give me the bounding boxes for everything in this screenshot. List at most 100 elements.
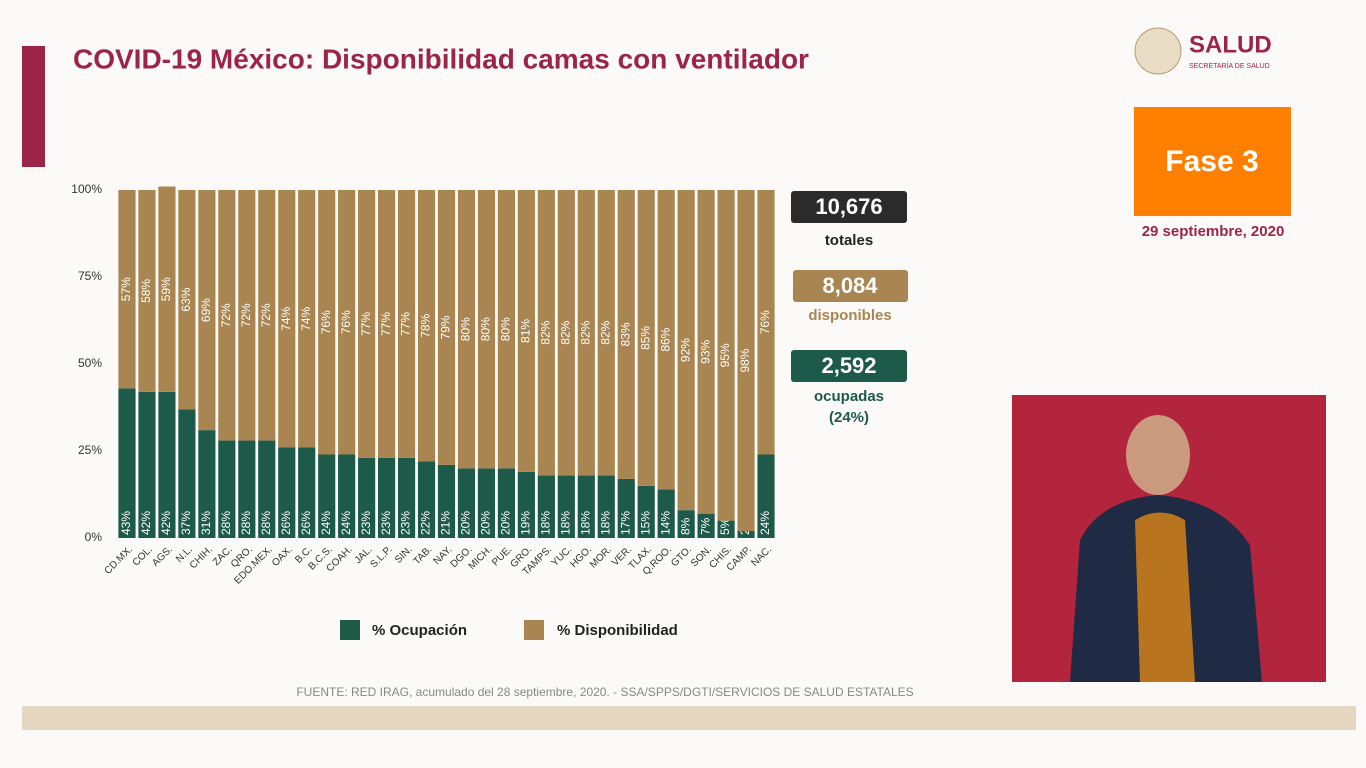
- value-label: 28%: [259, 511, 273, 535]
- occupied: 2,592: [821, 353, 876, 378]
- value-label: 18%: [558, 511, 572, 535]
- bar-segment: [517, 471, 535, 538]
- total: 10,676: [815, 194, 882, 219]
- value-label: 24%: [319, 511, 333, 535]
- value-label: 72%: [259, 303, 273, 327]
- value-label: 59%: [159, 277, 173, 301]
- bar-segment: [258, 190, 276, 441]
- value-label: 18%: [578, 511, 592, 535]
- bar-segment: [358, 190, 376, 458]
- value-label: 23%: [399, 511, 413, 535]
- bar-segment: [178, 190, 196, 410]
- bar-segment: [338, 454, 356, 538]
- value-label: 23%: [379, 511, 393, 535]
- value-label: 26%: [279, 511, 293, 535]
- value-label: 28%: [219, 511, 233, 535]
- value-label: 77%: [399, 312, 413, 336]
- bar-segment: [417, 461, 436, 538]
- bar-segment: [577, 475, 595, 538]
- value-label: 57%: [119, 277, 133, 301]
- value-label: 74%: [279, 306, 293, 330]
- value-label: 63%: [179, 287, 193, 311]
- bar-segment: [417, 190, 436, 462]
- bar-segment: [617, 478, 635, 538]
- bar-segment: [358, 457, 376, 538]
- bar-segment: [198, 430, 216, 538]
- y-tick-label: 25%: [78, 443, 102, 457]
- bar-segment: [238, 190, 256, 441]
- bar-segment: [238, 440, 256, 538]
- y-tick-label: 0%: [85, 530, 103, 544]
- title: COVID-19 México: Disponibilidad camas co…: [73, 43, 809, 74]
- legend-swatch: [524, 620, 544, 640]
- bar-segment: [318, 190, 336, 455]
- bar-segment: [497, 468, 515, 538]
- bar-segment: [517, 190, 535, 472]
- bar-segment: [138, 391, 156, 538]
- bar-segment: [677, 510, 695, 538]
- bar-segment: [657, 190, 675, 490]
- value-label: 82%: [558, 320, 572, 344]
- value-label: 81%: [519, 319, 533, 343]
- bar-segment: [737, 190, 755, 532]
- value-label: 26%: [299, 511, 313, 535]
- occupied-pct: (24%): [829, 409, 869, 426]
- accent-bar: [22, 46, 45, 167]
- phase: Fase 3: [1165, 145, 1258, 178]
- value-label: 31%: [199, 511, 213, 535]
- bar-segment: [118, 388, 136, 538]
- bar-segment: [457, 468, 476, 538]
- bar-segment: [717, 520, 735, 538]
- value-label: 14%: [658, 511, 672, 535]
- value-label: 76%: [758, 310, 772, 334]
- value-label: 80%: [459, 317, 473, 341]
- value-label: 18%: [539, 511, 553, 535]
- available-box: [793, 270, 908, 302]
- value-label: 74%: [299, 306, 313, 330]
- bar-segment: [477, 190, 496, 469]
- value-label: 7%: [698, 517, 712, 535]
- total-box: [791, 191, 907, 223]
- logo: [1134, 27, 1182, 75]
- value-label: 69%: [199, 298, 213, 322]
- bar-segment: [557, 475, 575, 538]
- bar-segment: [178, 409, 196, 538]
- bar-segment: [298, 190, 316, 448]
- bar-segment: [617, 190, 635, 479]
- value-label: 77%: [379, 312, 393, 336]
- y-tick-label: 50%: [78, 356, 102, 370]
- bar-segment: [258, 440, 276, 538]
- value-label: 72%: [219, 303, 233, 327]
- value-label: 28%: [239, 511, 253, 535]
- y-tick-label: 75%: [78, 269, 102, 283]
- phase-box: [1134, 107, 1291, 216]
- value-label: 76%: [319, 310, 333, 334]
- date: 29 septiembre, 2020: [1142, 223, 1285, 240]
- bar-segment: [218, 190, 236, 441]
- value-label: 79%: [439, 315, 453, 339]
- value-label: 85%: [638, 326, 652, 350]
- value-label: 20%: [459, 511, 473, 535]
- occupied-box: [791, 350, 907, 382]
- y-tick-label: 100%: [71, 182, 102, 196]
- bar-segment: [158, 186, 176, 392]
- value-label: 18%: [598, 511, 612, 535]
- bar-segment: [757, 454, 775, 538]
- value-label: 8%: [678, 517, 692, 535]
- value-label: 82%: [598, 320, 612, 344]
- bar-segment: [597, 475, 615, 538]
- bar-segment: [397, 457, 416, 538]
- value-label: 42%: [139, 511, 153, 535]
- bar-segment: [637, 485, 655, 538]
- value-label: 98%: [738, 348, 752, 372]
- value-label: 78%: [419, 313, 433, 337]
- footer-band: [22, 706, 1356, 730]
- bar-segment: [198, 190, 216, 431]
- value-label: 5%: [718, 517, 732, 535]
- bar-segment: [597, 190, 615, 476]
- value-label: 42%: [159, 511, 173, 535]
- value-label: 22%: [419, 511, 433, 535]
- bar-segment: [557, 190, 575, 476]
- value-label: 93%: [698, 339, 712, 363]
